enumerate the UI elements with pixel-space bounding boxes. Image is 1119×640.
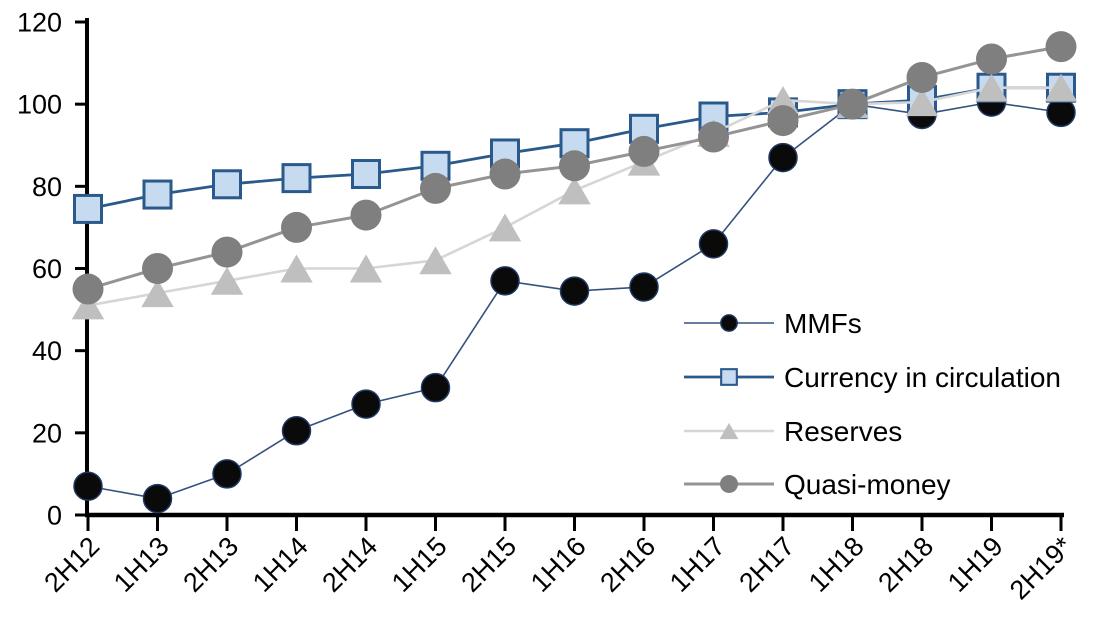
series-mmfs [73, 87, 1076, 514]
legend-item: Quasi-money [684, 469, 951, 500]
data-point-marker [559, 276, 590, 306]
x-axis-tick-label: 1H15 [386, 531, 453, 598]
x-axis-tick-label: 1H14 [247, 531, 314, 598]
legend: MMFs Currency in circulation Reserves Quasi… [684, 308, 1061, 500]
legend-label: Quasi-money [784, 469, 951, 500]
legend-marker [720, 475, 738, 493]
data-point-marker [905, 88, 939, 117]
data-point-marker [488, 213, 522, 242]
legend-item: Reserves [684, 416, 902, 447]
data-point-marker [350, 199, 382, 231]
data-point-marker [281, 416, 312, 446]
legend-label: MMFs [784, 308, 862, 339]
x-axis-tick-label: 2H19* [1004, 531, 1079, 606]
y-axis-tick-label: 20 [32, 418, 62, 448]
data-point-marker [142, 483, 173, 514]
data-point-marker [281, 211, 312, 243]
data-point-marker [280, 254, 313, 283]
data-point-marker [766, 86, 800, 115]
x-axis-tick-label: 2H17 [733, 531, 800, 598]
y-axis-tick-label: 120 [17, 8, 62, 38]
x-axis-tick-label: 2H14 [316, 531, 383, 598]
data-point-marker [558, 176, 591, 205]
data-point-marker [629, 272, 659, 302]
data-point-marker [1044, 73, 1078, 102]
y-axis-tick-label: 60 [32, 254, 62, 284]
data-point-marker [211, 236, 243, 268]
data-point-marker [142, 179, 173, 210]
data-point-marker [212, 169, 242, 200]
x-axis-tick-label: 1H16 [525, 531, 592, 598]
x-axis-tick-label: 2H16 [594, 531, 661, 598]
x-axis-tick-label: 2H15 [455, 531, 522, 598]
x-axis-tick-label: 2H12 [38, 531, 105, 598]
legend-marker [720, 314, 738, 332]
data-point-marker [768, 142, 798, 173]
legend-label: Reserves [784, 416, 902, 447]
data-point-marker [906, 61, 938, 93]
x-axis-tick-label: 1H17 [664, 531, 731, 598]
data-point-marker [351, 159, 381, 190]
data-point-marker [281, 163, 312, 194]
data-point-marker [210, 266, 244, 295]
legend-item: MMFs [684, 308, 862, 339]
y-axis-tick-label: 40 [32, 336, 62, 366]
data-point-marker [628, 135, 660, 167]
data-point-marker [837, 88, 868, 120]
legend-marker [720, 368, 738, 386]
data-point-marker [1045, 31, 1077, 63]
data-point-marker [72, 273, 104, 305]
x-axis-tick-label: 1H19 [942, 531, 1009, 598]
y-axis-tick-label: 100 [17, 90, 62, 120]
x-axis-tick-label: 1H13 [108, 531, 175, 598]
data-point-marker [420, 372, 451, 403]
y-axis-tick-label: 80 [32, 172, 62, 202]
data-point-marker [212, 459, 242, 489]
y-axis-tick-label: 0 [47, 501, 62, 531]
data-point-marker [349, 254, 383, 283]
data-point-marker [976, 43, 1007, 75]
legend-item: Currency in circulation [684, 362, 1061, 393]
data-point-marker [419, 246, 452, 275]
data-point-marker [141, 279, 174, 308]
data-point-marker [73, 193, 103, 224]
legend-marker [719, 422, 739, 440]
data-point-marker [420, 172, 451, 204]
x-axis-tick-label: 1H18 [803, 531, 870, 598]
data-point-marker [490, 266, 520, 296]
series-quasi-money [72, 31, 1077, 305]
data-point-marker [73, 471, 103, 501]
data-point-marker [489, 158, 521, 190]
x-axis-tick-label: 2H13 [177, 531, 244, 598]
data-point-marker [767, 105, 799, 137]
data-point-marker [975, 73, 1008, 102]
data-point-marker [142, 253, 173, 284]
legend-label: Currency in circulation [784, 362, 1061, 393]
data-point-marker [559, 150, 590, 182]
data-point-marker [351, 389, 381, 419]
x-axis-tick-label: 2H18 [872, 531, 939, 598]
data-point-marker [698, 121, 729, 153]
data-point-marker [71, 291, 105, 320]
data-point-marker [698, 229, 729, 259]
